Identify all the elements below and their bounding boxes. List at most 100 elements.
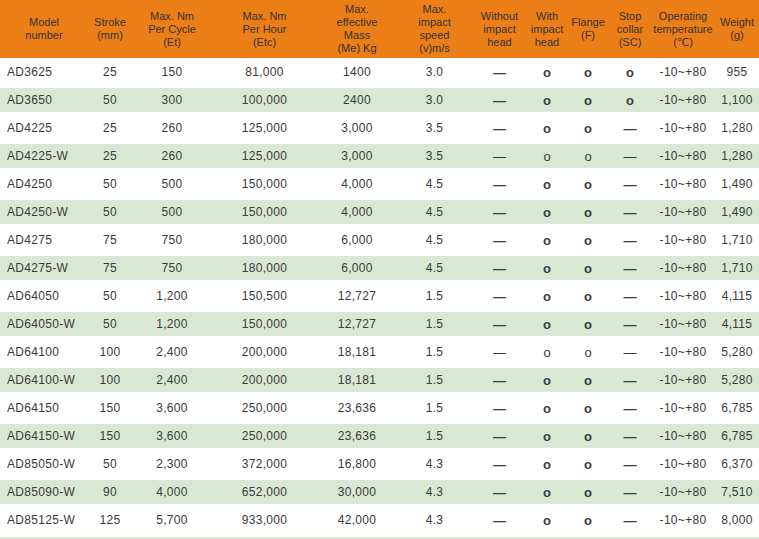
cell-stroke: 100 <box>88 366 132 394</box>
table-row: AD85050-W502,300372,00016,8004.3—oo—-10~… <box>0 450 759 478</box>
cell-stroke: 100 <box>88 338 132 366</box>
cell-without_impact_head: — <box>472 282 527 310</box>
cell-max_impact_speed: 3.5 <box>397 142 472 170</box>
cell-stop_collar: — <box>609 282 651 310</box>
cell-model: AD3650 <box>0 86 88 114</box>
cell-model: AD64150-W <box>0 422 88 450</box>
cell-max_nm_per_hour: 180,000 <box>212 254 317 282</box>
cell-max_impact_speed: 4.5 <box>397 226 472 254</box>
cell-max_nm_per_hour: 125,000 <box>212 142 317 170</box>
cell-max_nm_per_cycle: 2,400 <box>132 338 212 366</box>
cell-operating_temperature: -10~+80 <box>651 506 715 534</box>
cell-max_nm_per_hour: 150,000 <box>212 170 317 198</box>
cell-max_impact_speed: 4.3 <box>397 450 472 478</box>
cell-max_impact_speed: 1.5 <box>397 394 472 422</box>
cell-max_effective_mass: 12,727 <box>317 310 397 338</box>
cell-model: AD4225-W <box>0 142 88 170</box>
cell-flange: o <box>567 114 609 142</box>
cell-without_impact_head: — <box>472 338 527 366</box>
cell-max_nm_per_cycle: 3,600 <box>132 394 212 422</box>
cell-without_impact_head: — <box>472 114 527 142</box>
cell-max_nm_per_hour: 150,000 <box>212 310 317 338</box>
col-header-max-effective-mass: Max. effective Mass (Me) Kg <box>317 0 397 58</box>
cell-stroke: 50 <box>88 86 132 114</box>
cell-max_effective_mass: 23,636 <box>317 394 397 422</box>
table-row: AD641501503,600250,00023,6361.5—oo—-10~+… <box>0 394 759 422</box>
cell-flange: o <box>567 198 609 226</box>
col-header-with-impact-head: With impact head <box>527 0 567 58</box>
cell-operating_temperature: -10~+80 <box>651 310 715 338</box>
cell-weight: 7,510 <box>715 478 759 506</box>
cell-weight: 955 <box>715 58 759 86</box>
product-spec-page: Model number Stroke (mm) Max. Nm Per Cyc… <box>0 0 759 539</box>
cell-without_impact_head: — <box>472 450 527 478</box>
cell-max_nm_per_hour: 180,000 <box>212 226 317 254</box>
cell-weight: 6,785 <box>715 394 759 422</box>
cell-model: AD4275 <box>0 226 88 254</box>
cell-stop_collar: — <box>609 198 651 226</box>
cell-with_impact_head: o <box>527 58 567 86</box>
table-row: AD4225-W25260125,0003,0003.5—oo—-10~+801… <box>0 142 759 170</box>
cell-weight: 1,710 <box>715 226 759 254</box>
col-header-operating-temperature: Operating temperature (℃) <box>651 0 715 58</box>
cell-weight: 1,280 <box>715 142 759 170</box>
cell-without_impact_head: — <box>472 394 527 422</box>
cell-flange: o <box>567 450 609 478</box>
cell-max_nm_per_cycle: 1,200 <box>132 282 212 310</box>
cell-without_impact_head: — <box>472 254 527 282</box>
cell-max_effective_mass: 18,181 <box>317 338 397 366</box>
cell-max_effective_mass: 4,000 <box>317 198 397 226</box>
cell-max_impact_speed: 4.3 <box>397 478 472 506</box>
table-row: AD422525260125,0003,0003.5—oo—-10~+801,2… <box>0 114 759 142</box>
cell-weight: 8,000 <box>715 506 759 534</box>
cell-weight: 6,370 <box>715 450 759 478</box>
cell-max_nm_per_cycle: 4,000 <box>132 478 212 506</box>
cell-flange: o <box>567 86 609 114</box>
cell-stop_collar: — <box>609 338 651 366</box>
cell-operating_temperature: -10~+80 <box>651 142 715 170</box>
cell-with_impact_head: o <box>527 254 567 282</box>
cell-weight: 1,280 <box>715 114 759 142</box>
cell-max_impact_speed: 1.5 <box>397 422 472 450</box>
cell-weight: 4,115 <box>715 310 759 338</box>
cell-with_impact_head: o <box>527 450 567 478</box>
cell-operating_temperature: -10~+80 <box>651 86 715 114</box>
cell-with_impact_head: o <box>527 114 567 142</box>
cell-max_nm_per_hour: 250,000 <box>212 394 317 422</box>
cell-stroke: 150 <box>88 422 132 450</box>
cell-model: AD85050-W <box>0 450 88 478</box>
cell-stroke: 50 <box>88 198 132 226</box>
cell-max_nm_per_hour: 200,000 <box>212 366 317 394</box>
table-row: AD4275-W75750180,0006,0004.5—oo—-10~+801… <box>0 254 759 282</box>
cell-flange: o <box>567 422 609 450</box>
col-header-without-impact-head: Without impact head <box>472 0 527 58</box>
cell-operating_temperature: -10~+80 <box>651 366 715 394</box>
cell-operating_temperature: -10~+80 <box>651 282 715 310</box>
cell-max_effective_mass: 30,000 <box>317 478 397 506</box>
cell-stroke: 75 <box>88 226 132 254</box>
cell-flange: o <box>567 366 609 394</box>
cell-weight: 5,280 <box>715 366 759 394</box>
cell-max_effective_mass: 1400 <box>317 58 397 86</box>
cell-max_nm_per_cycle: 260 <box>132 114 212 142</box>
cell-max_nm_per_hour: 372,000 <box>212 450 317 478</box>
cell-max_nm_per_cycle: 3,600 <box>132 422 212 450</box>
cell-operating_temperature: -10~+80 <box>651 114 715 142</box>
cell-flange: o <box>567 282 609 310</box>
cell-operating_temperature: -10~+80 <box>651 338 715 366</box>
cell-stop_collar: — <box>609 450 651 478</box>
table-row: AD85090-W904,000652,00030,0004.3—oo—-10~… <box>0 478 759 506</box>
cell-max_nm_per_hour: 652,000 <box>212 478 317 506</box>
cell-without_impact_head: — <box>472 58 527 86</box>
header-row: Model number Stroke (mm) Max. Nm Per Cyc… <box>0 0 759 58</box>
cell-operating_temperature: -10~+80 <box>651 422 715 450</box>
cell-with_impact_head: o <box>527 422 567 450</box>
cell-without_impact_head: — <box>472 198 527 226</box>
cell-max_nm_per_cycle: 750 <box>132 226 212 254</box>
cell-without_impact_head: — <box>472 478 527 506</box>
cell-max_effective_mass: 3,000 <box>317 142 397 170</box>
cell-max_impact_speed: 4.5 <box>397 170 472 198</box>
cell-without_impact_head: — <box>472 226 527 254</box>
cell-stroke: 75 <box>88 254 132 282</box>
cell-flange: o <box>567 170 609 198</box>
